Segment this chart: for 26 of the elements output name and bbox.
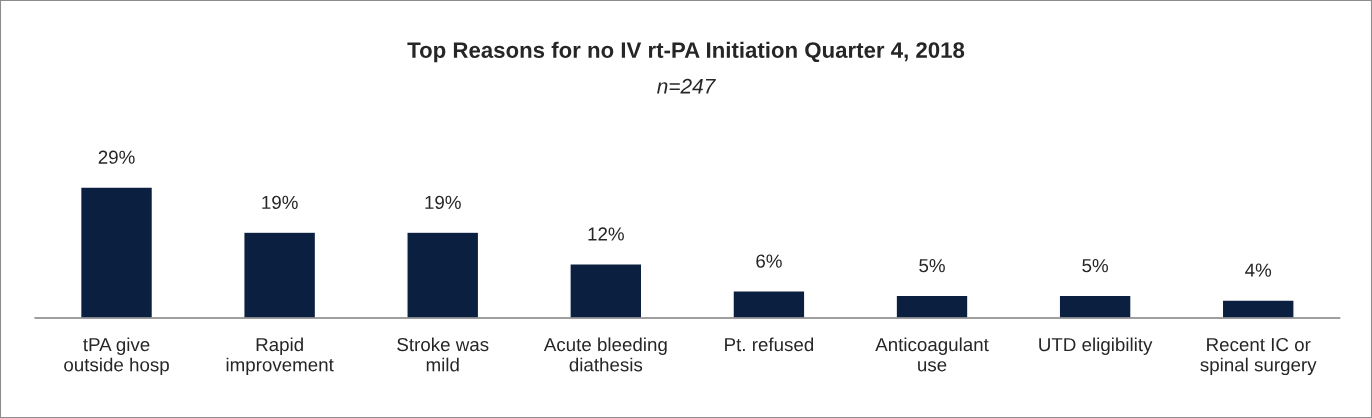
bar <box>1058 294 1132 318</box>
bar <box>79 186 154 318</box>
bar <box>895 294 969 318</box>
x-tick-label: Acute bleeding diathesis <box>543 337 667 372</box>
data-label: 12% <box>588 227 624 241</box>
data-label: 19% <box>425 195 461 210</box>
bar <box>1221 299 1295 318</box>
data-label: 6% <box>756 254 782 268</box>
chart-subtitle: n=247 <box>657 78 716 94</box>
data-label: 5% <box>1082 259 1108 273</box>
x-tick-label: UTD eligibility <box>1039 337 1153 355</box>
x-tick-label: Pt. refused <box>725 337 814 352</box>
x-tick-label: tPA give outside hosp <box>64 337 169 376</box>
chart-title: Top Reasons for no IV rt-PA Initiation Quarter 4, 2018 <box>407 41 965 63</box>
x-tick-label: Recent IC or spinal surgery <box>1200 337 1317 376</box>
bar <box>243 231 317 318</box>
x-tick-label: Anticoagulant use <box>875 337 989 372</box>
data-label: 29% <box>98 150 135 164</box>
bar <box>406 231 480 318</box>
x-tick-label: Stroke was mild <box>397 337 489 372</box>
data-label: 5% <box>919 259 945 273</box>
bar <box>569 263 643 318</box>
data-label: 4% <box>1245 263 1272 277</box>
bar <box>732 290 806 318</box>
x-tick-label: Rapid improvement <box>226 337 334 376</box>
data-label: 19% <box>262 195 298 210</box>
